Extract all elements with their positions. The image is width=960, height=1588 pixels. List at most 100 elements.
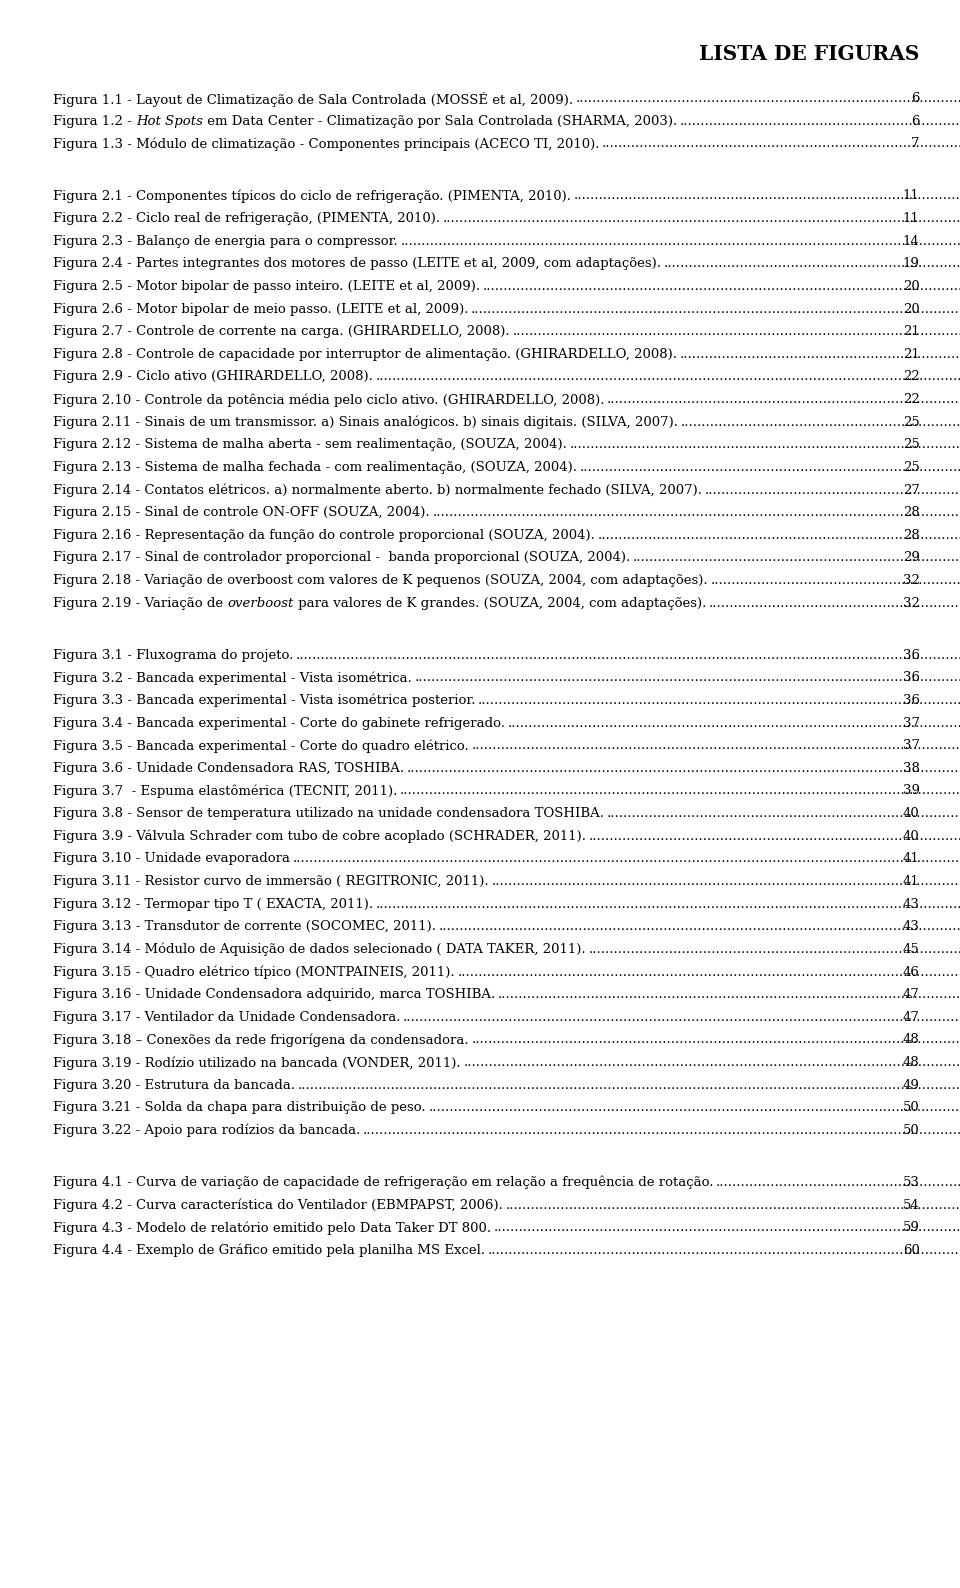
Text: overboost: overboost (228, 597, 294, 610)
Text: Figura 3.20 - Estrutura da bancada.: Figura 3.20 - Estrutura da bancada. (53, 1078, 295, 1091)
Text: Figura 4.1 - Curva de variação de capacidade de refrigeração em relação a frequê: Figura 4.1 - Curva de variação de capaci… (53, 1175, 713, 1189)
Text: Figura 2.6 - Motor bipolar de meio passo. (LEITE et al, 2009).: Figura 2.6 - Motor bipolar de meio passo… (53, 302, 468, 316)
Text: Figura 3.13 - Transdutor de corrente (SOCOMEC, 2011).: Figura 3.13 - Transdutor de corrente (SO… (53, 919, 436, 934)
Text: Figura 3.3 - Bancada experimental - Vista isométrica posterior.: Figura 3.3 - Bancada experimental - Vist… (53, 694, 475, 708)
Text: 37: 37 (902, 716, 920, 729)
Text: Figura 4.3 - Modelo de relatório emitido pelo Data Taker DT 800.: Figura 4.3 - Modelo de relatório emitido… (53, 1221, 491, 1235)
Text: Figura 2.14 - Contatos elétricos. a) normalmente aberto. b) normalmente fechado : Figura 2.14 - Contatos elétricos. a) nor… (53, 483, 702, 497)
Text: ................................................................................: ........................................… (681, 416, 960, 429)
Text: ................................................................................: ........................................… (298, 1078, 960, 1091)
Text: ................................................................................: ........................................… (400, 784, 960, 797)
Text: 28: 28 (903, 529, 920, 542)
Text: Figura 3.21 - Solda da chapa para distribuição de peso.: Figura 3.21 - Solda da chapa para distri… (53, 1100, 425, 1115)
Text: 49: 49 (902, 1078, 920, 1091)
Text: Figura 3.17 - Ventilador da Unidade Condensadora.: Figura 3.17 - Ventilador da Unidade Cond… (53, 1010, 400, 1024)
Text: 38: 38 (902, 762, 920, 775)
Text: ................................................................................: ........................................… (488, 1243, 960, 1256)
Text: 14: 14 (903, 235, 920, 248)
Text: 47: 47 (902, 1010, 920, 1024)
Text: Figura 4.4 - Exemplo de Gráfico emitido pela planilha MS Excel.: Figura 4.4 - Exemplo de Gráfico emitido … (53, 1243, 485, 1258)
Text: ................................................................................: ........................................… (375, 370, 960, 383)
Text: Figura 2.13 - Sistema de malha fechada - com realimentação, (SOUZA, 2004).: Figura 2.13 - Sistema de malha fechada -… (53, 461, 577, 473)
Text: Figura 3.8 - Sensor de temperatura utilizado na unidade condensadora TOSHIBA.: Figura 3.8 - Sensor de temperatura utili… (53, 807, 604, 819)
Text: 53: 53 (902, 1175, 920, 1189)
Text: Figura 3.15 - Quadro elétrico típico (MONTPAINEIS, 2011).: Figura 3.15 - Quadro elétrico típico (MO… (53, 966, 454, 980)
Text: Figura 3.1 - Fluxograma do projeto.: Figura 3.1 - Fluxograma do projeto. (53, 648, 293, 662)
Text: Figura 2.17 - Sinal de controlador proporcional -  banda proporcional (SOUZA, 20: Figura 2.17 - Sinal de controlador propo… (53, 551, 630, 564)
Text: ................................................................................: ........................................… (663, 257, 960, 270)
Text: Figura 2.9 - Ciclo ativo (GHIRARDELLO, 2008).: Figura 2.9 - Ciclo ativo (GHIRARDELLO, 2… (53, 370, 372, 383)
Text: 7: 7 (911, 138, 920, 151)
Text: 41: 41 (903, 853, 920, 865)
Text: ................................................................................: ........................................… (588, 829, 960, 843)
Text: Figura 4.2 - Curva característica do Ventilador (EBMPAPST, 2006).: Figura 4.2 - Curva característica do Ven… (53, 1199, 503, 1212)
Text: ................................................................................: ........................................… (710, 573, 960, 588)
Text: 25: 25 (903, 461, 920, 473)
Text: ................................................................................: ........................................… (443, 211, 960, 225)
Text: Figura 3.11 - Resistor curvo de immersão ( REGITRONIC, 2011).: Figura 3.11 - Resistor curvo de immersão… (53, 875, 489, 888)
Text: Figura 3.6 - Unidade Condensadora RAS, TOSHIBA.: Figura 3.6 - Unidade Condensadora RAS, T… (53, 762, 404, 775)
Text: Figura 3.22 - Apoio para rodízios da bancada.: Figura 3.22 - Apoio para rodízios da ban… (53, 1124, 360, 1137)
Text: ................................................................................: ........................................… (580, 461, 960, 473)
Text: ................................................................................: ........................................… (498, 988, 960, 1000)
Text: ................................................................................: ........................................… (708, 597, 960, 610)
Text: para valores de K grandes. (SOUZA, 2004, com adaptações).: para valores de K grandes. (SOUZA, 2004,… (294, 597, 706, 610)
Text: 29: 29 (902, 551, 920, 564)
Text: ................................................................................: ........................................… (633, 551, 960, 564)
Text: ................................................................................: ........................................… (363, 1124, 960, 1137)
Text: Figura 3.16 - Unidade Condensadora adquirido, marca TOSHIBA.: Figura 3.16 - Unidade Condensadora adqui… (53, 988, 495, 1000)
Text: ................................................................................: ........................................… (506, 1199, 960, 1212)
Text: Figura 3.14 - Módulo de Aquisição de dados selecionado ( DATA TAKER, 2011).: Figura 3.14 - Módulo de Aquisição de dad… (53, 943, 586, 956)
Text: ................................................................................: ........................................… (716, 1175, 960, 1189)
Text: 45: 45 (903, 943, 920, 956)
Text: Figura 2.11 - Sinais de um transmissor. a) Sinais analógicos. b) sinais digitais: Figura 2.11 - Sinais de um transmissor. … (53, 416, 678, 429)
Text: 11: 11 (903, 211, 920, 225)
Text: ................................................................................: ........................................… (508, 716, 960, 729)
Text: ................................................................................: ........................................… (432, 507, 960, 519)
Text: 32: 32 (902, 597, 920, 610)
Text: 50: 50 (903, 1100, 920, 1115)
Text: ................................................................................: ........................................… (471, 738, 960, 753)
Text: Figura 3.10 - Unidade evaporadora: Figura 3.10 - Unidade evaporadora (53, 853, 290, 865)
Text: ................................................................................: ........................................… (375, 897, 960, 910)
Text: Figura 1.3 - Módulo de climatização - Componentes principais (ACECO TI, 2010).: Figura 1.3 - Módulo de climatização - Co… (53, 138, 599, 151)
Text: Figura 3.18 – Conexões da rede frigorígena da condensadora.: Figura 3.18 – Conexões da rede frigoríge… (53, 1034, 468, 1046)
Text: ................................................................................: ........................................… (464, 1056, 960, 1069)
Text: ................................................................................: ........................................… (457, 966, 960, 978)
Text: ................................................................................: ........................................… (492, 875, 960, 888)
Text: 21: 21 (903, 348, 920, 360)
Text: Figura 3.9 - Válvula Schrader com tubo de cobre acoplado (SCHRADER, 2011).: Figura 3.9 - Válvula Schrader com tubo d… (53, 829, 586, 843)
Text: Figura 2.15 - Sinal de controle ON-OFF (SOUZA, 2004).: Figura 2.15 - Sinal de controle ON-OFF (… (53, 507, 429, 519)
Text: Figura 3.12 - Termopar tipo T ( EXACTA, 2011).: Figura 3.12 - Termopar tipo T ( EXACTA, … (53, 897, 372, 910)
Text: 6: 6 (911, 92, 920, 105)
Text: Figura 3.19 - Rodízio utilizado na bancada (VONDER, 2011).: Figura 3.19 - Rodízio utilizado na banca… (53, 1056, 461, 1070)
Text: 28: 28 (903, 507, 920, 519)
Text: ................................................................................: ........................................… (607, 392, 960, 407)
Text: ................................................................................: ........................................… (513, 326, 960, 338)
Text: Figura 2.12 - Sistema de malha aberta - sem realimentação, (SOUZA, 2004).: Figura 2.12 - Sistema de malha aberta - … (53, 438, 566, 451)
Text: 21: 21 (903, 326, 920, 338)
Text: 20: 20 (903, 302, 920, 316)
Text: ................................................................................: ........................................… (607, 807, 960, 819)
Text: ................................................................................: ........................................… (407, 762, 960, 775)
Text: ................................................................................: ........................................… (439, 919, 960, 934)
Text: Figura 2.18 - Variação de overboost com valores de K pequenos (SOUZA, 2004, com : Figura 2.18 - Variação de overboost com … (53, 573, 708, 588)
Text: Figura 3.4 - Bancada experimental - Corte do gabinete refrigerado.: Figura 3.4 - Bancada experimental - Cort… (53, 716, 505, 729)
Text: 43: 43 (902, 919, 920, 934)
Text: Figura 3.5 - Bancada experimental - Corte do quadro elétrico.: Figura 3.5 - Bancada experimental - Cort… (53, 738, 468, 753)
Text: 40: 40 (903, 829, 920, 843)
Text: Figura 2.8 - Controle de capacidade por interruptor de alimentação. (GHIRARDELLO: Figura 2.8 - Controle de capacidade por … (53, 348, 677, 360)
Text: 32: 32 (902, 573, 920, 588)
Text: ................................................................................: ........................................… (471, 302, 960, 316)
Text: 41: 41 (903, 875, 920, 888)
Text: 36: 36 (902, 694, 920, 707)
Text: ................................................................................: ........................................… (400, 235, 960, 248)
Text: 36: 36 (902, 672, 920, 684)
Text: 19: 19 (902, 257, 920, 270)
Text: ................................................................................: ........................................… (680, 114, 960, 127)
Text: Figura 2.5 - Motor bipolar de passo inteiro. (LEITE et al, 2009).: Figura 2.5 - Motor bipolar de passo inte… (53, 279, 480, 292)
Text: Figura 2.19 - Variação de: Figura 2.19 - Variação de (53, 597, 228, 610)
Text: ................................................................................: ........................................… (471, 1034, 960, 1046)
Text: LISTA DE FIGURAS: LISTA DE FIGURAS (699, 44, 920, 65)
Text: 54: 54 (903, 1199, 920, 1212)
